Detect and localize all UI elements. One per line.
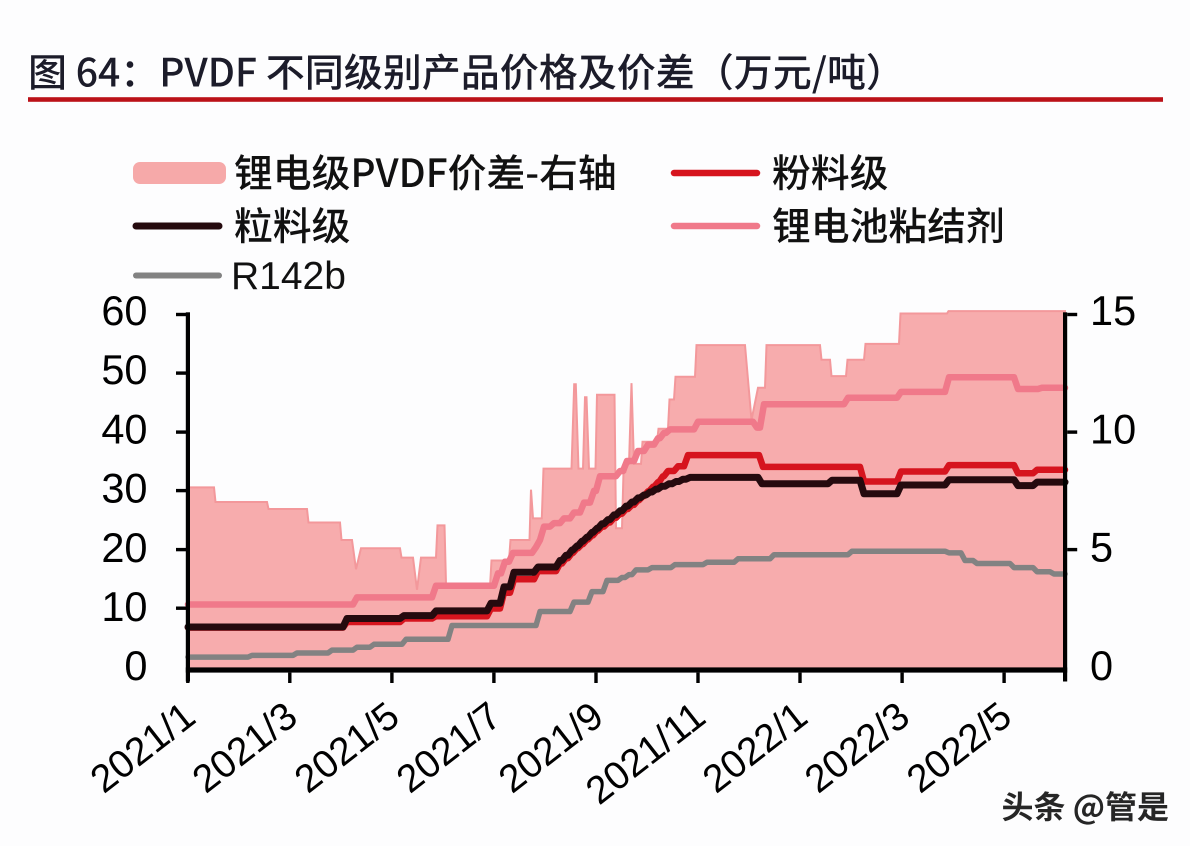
svg-text:10: 10 [1090,405,1136,452]
svg-text:0: 0 [1090,642,1113,689]
svg-text:30: 30 [101,465,147,512]
svg-text:10: 10 [101,583,147,630]
svg-text:20: 20 [101,524,147,571]
svg-text:15: 15 [1090,287,1136,334]
svg-text:40: 40 [101,405,147,452]
svg-text:50: 50 [101,346,147,393]
svg-text:0: 0 [124,642,147,689]
svg-text:R142b: R142b [231,255,346,298]
svg-text:5: 5 [1090,524,1113,571]
svg-text:60: 60 [101,287,147,334]
